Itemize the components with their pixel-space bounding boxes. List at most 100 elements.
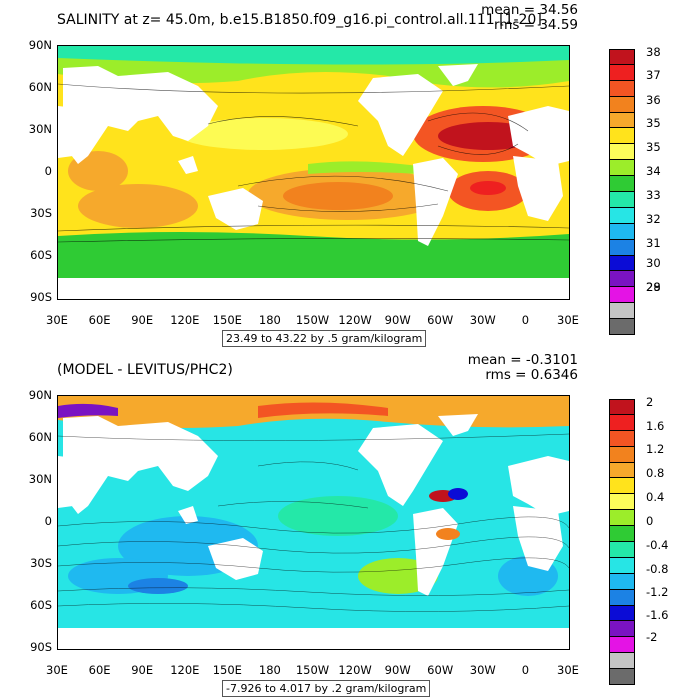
colorbar-swatch bbox=[609, 589, 635, 606]
lon-label: 90E bbox=[131, 313, 154, 327]
colorbar-swatch bbox=[609, 446, 635, 463]
lon-label: 120E bbox=[170, 663, 200, 677]
colorbar-swatch bbox=[609, 478, 635, 495]
colorbar-swatch bbox=[609, 510, 635, 527]
colorbar-label: -2 bbox=[646, 630, 658, 644]
colorbar-swatch bbox=[609, 414, 635, 431]
colorbar-swatch bbox=[609, 239, 635, 256]
lat-label: 0 bbox=[44, 514, 52, 528]
lon-label: 30E bbox=[46, 663, 68, 677]
colorbar-swatch bbox=[609, 621, 635, 638]
colorbar-label: 36 bbox=[646, 93, 661, 107]
lon-label: 150E bbox=[212, 313, 242, 327]
contour-info-caption: 23.49 to 43.22 by .5 gram/kilogram bbox=[222, 330, 427, 347]
lon-label: 180 bbox=[258, 313, 281, 327]
lat-label: 90N bbox=[28, 388, 52, 402]
colorbar-swatch bbox=[609, 144, 635, 161]
colorbar-label: 0 bbox=[646, 514, 654, 528]
colorbar-swatch bbox=[609, 526, 635, 543]
colorbar-swatch bbox=[609, 557, 635, 574]
colorbar-swatch bbox=[609, 223, 635, 240]
rms-value: rms = 0.6346 bbox=[485, 367, 578, 383]
lat-label: 30S bbox=[30, 206, 52, 220]
colorbar-swatch bbox=[609, 605, 635, 622]
colorbar-label: -1.2 bbox=[646, 585, 669, 599]
colorbar-swatch bbox=[609, 542, 635, 558]
lon-label: 30E bbox=[46, 313, 68, 327]
colorbar-swatch bbox=[609, 192, 635, 208]
colorbar-swatch bbox=[609, 112, 635, 129]
colorbar-label: 29 bbox=[646, 280, 661, 294]
colorbar-swatch bbox=[609, 462, 635, 479]
difference-field bbox=[58, 396, 569, 649]
mean-value: mean = 34.56 bbox=[481, 2, 578, 18]
lon-label: 30W bbox=[469, 313, 496, 327]
difference-map bbox=[57, 395, 570, 650]
rms-value: rms = 34.59 bbox=[493, 17, 578, 33]
colorbar-swatch bbox=[609, 160, 635, 177]
colorbar bbox=[609, 49, 635, 336]
lon-label: 120W bbox=[338, 313, 372, 327]
lon-label: 150W bbox=[295, 663, 330, 677]
salinity-map bbox=[57, 45, 570, 300]
lon-label: 0 bbox=[521, 313, 530, 327]
lat-label: 30S bbox=[30, 556, 52, 570]
lat-label: 60N bbox=[28, 80, 52, 94]
lon-label: 30E bbox=[557, 313, 579, 327]
colorbar-label: 37 bbox=[646, 68, 661, 82]
colorbar-swatch bbox=[609, 64, 635, 81]
colorbar-swatch bbox=[609, 303, 635, 320]
colorbar-swatch bbox=[609, 287, 635, 304]
colorbar-label: -1.6 bbox=[646, 608, 669, 622]
colorbar-label: -0.4 bbox=[646, 538, 669, 552]
lat-label: 60N bbox=[28, 430, 52, 444]
colorbar-label: -0.8 bbox=[646, 562, 669, 576]
colorbar-label: 1.6 bbox=[646, 419, 665, 433]
panel-title: (MODEL - LEVITUS/PHC2) bbox=[57, 362, 233, 378]
colorbar-swatch bbox=[609, 494, 635, 511]
colorbar-swatch bbox=[609, 319, 635, 336]
colorbar-swatch bbox=[609, 637, 635, 654]
colorbar-swatch bbox=[609, 96, 635, 113]
colorbar-label: 2 bbox=[646, 395, 654, 409]
lon-label: 60W bbox=[427, 663, 454, 677]
colorbar-swatch bbox=[609, 430, 635, 447]
colorbar-label: 35 bbox=[646, 116, 661, 130]
colorbar-swatch bbox=[609, 669, 635, 686]
lon-label: 30W bbox=[469, 663, 496, 677]
difference-panel: (MODEL - LEVITUS/PHC2) mean = -0.3101 rm… bbox=[0, 350, 700, 700]
colorbar-label: 0.4 bbox=[646, 490, 665, 504]
colorbar-swatch bbox=[609, 128, 635, 145]
salinity-field bbox=[58, 46, 569, 299]
lat-label: 0 bbox=[44, 164, 52, 178]
panel-title: SALINITY at z= 45.0m, b.e15.B1850.f09_g1… bbox=[57, 12, 542, 28]
colorbar-swatch bbox=[609, 653, 635, 670]
lon-label: 150W bbox=[295, 313, 330, 327]
lat-label: 90S bbox=[30, 640, 52, 654]
colorbar-swatch bbox=[609, 573, 635, 590]
colorbar-swatch bbox=[609, 176, 635, 193]
lat-label: 60S bbox=[30, 598, 52, 612]
lon-label: 120E bbox=[170, 313, 200, 327]
colorbar-swatch bbox=[609, 49, 635, 65]
lat-label: 30N bbox=[28, 472, 52, 486]
mean-value: mean = -0.3101 bbox=[467, 352, 578, 368]
lon-label: 90W bbox=[384, 663, 411, 677]
lon-label: 90W bbox=[384, 313, 411, 327]
lon-label: 30E bbox=[557, 663, 579, 677]
lon-label: 150E bbox=[212, 663, 242, 677]
colorbar bbox=[609, 399, 635, 686]
colorbar-label: 0.8 bbox=[646, 466, 665, 480]
lon-label: 60E bbox=[88, 663, 111, 677]
colorbar-swatch bbox=[609, 80, 635, 97]
colorbar-label: 28 bbox=[646, 280, 661, 294]
colorbar-label: 35 bbox=[646, 140, 661, 154]
colorbar-label: 34 bbox=[646, 164, 661, 178]
colorbar-label: 32 bbox=[646, 212, 661, 226]
lat-label: 90S bbox=[30, 290, 52, 304]
lon-label: 120W bbox=[338, 663, 372, 677]
lon-label: 180 bbox=[258, 663, 281, 677]
colorbar-swatch bbox=[609, 207, 635, 224]
lat-label: 60S bbox=[30, 248, 52, 262]
lon-label: 60W bbox=[427, 313, 454, 327]
